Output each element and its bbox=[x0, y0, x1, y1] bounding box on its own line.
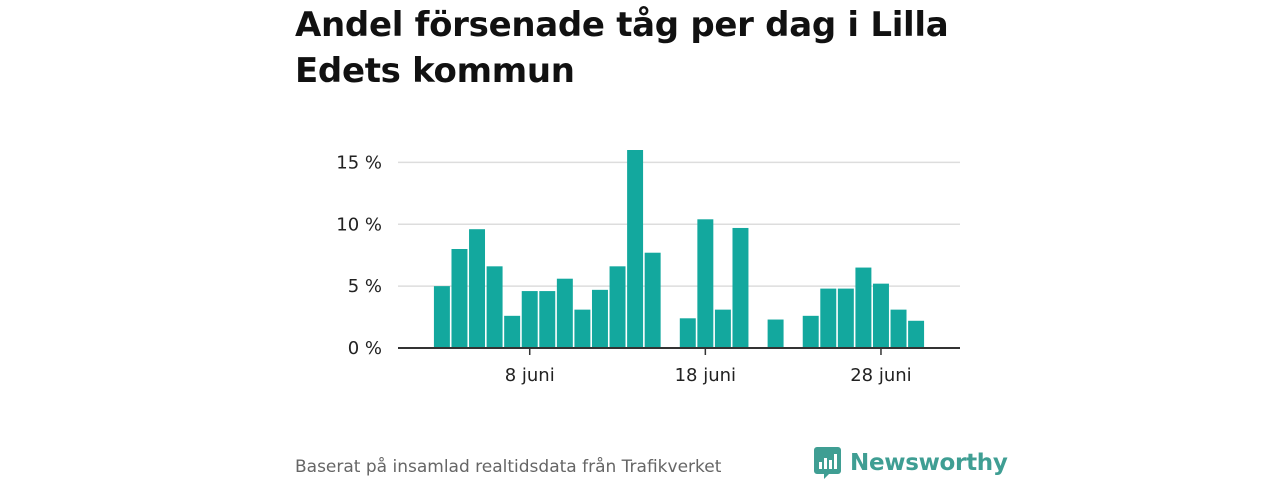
bar-chart: 0 % 5 % 10 % 15 % 8 juni 18 juni 28 juni bbox=[336, 150, 960, 386]
bar-day-29 bbox=[890, 309, 907, 348]
brand-logo[interactable]: Newsworthy bbox=[814, 446, 1008, 480]
bar-day-26 bbox=[837, 288, 854, 348]
bar-day-18 bbox=[697, 219, 714, 348]
bar-day-28 bbox=[872, 283, 889, 348]
bar-day-24 bbox=[802, 315, 819, 348]
bar-day-3 bbox=[433, 286, 450, 348]
y-tick-label: 10 % bbox=[336, 214, 382, 235]
newsworthy-logo-icon bbox=[814, 447, 841, 479]
bar-day-30 bbox=[908, 320, 925, 348]
y-tick-label: 5 % bbox=[348, 276, 382, 297]
bar-day-17 bbox=[679, 318, 696, 348]
y-tick-label: 0 % bbox=[348, 338, 382, 359]
bar-day-15 bbox=[644, 252, 661, 348]
x-tick-label: 28 juni bbox=[850, 365, 911, 386]
bar-day-7 bbox=[504, 315, 521, 348]
bar-day-12 bbox=[591, 289, 608, 348]
bar-day-14 bbox=[627, 150, 644, 348]
bar-day-22 bbox=[767, 319, 784, 348]
bar-day-10 bbox=[556, 278, 573, 348]
bar-day-25 bbox=[820, 288, 837, 348]
brand-name: Newsworthy bbox=[850, 450, 1008, 476]
x-tick-label: 8 juni bbox=[505, 365, 555, 386]
bar-day-13 bbox=[609, 266, 626, 348]
bar-day-20 bbox=[732, 227, 749, 348]
bar-day-19 bbox=[714, 309, 731, 348]
x-tick-label: 18 juni bbox=[675, 365, 736, 386]
bar-day-6 bbox=[486, 266, 503, 348]
bar-day-9 bbox=[539, 291, 556, 348]
bar-day-8 bbox=[521, 291, 538, 348]
source-note: Baserat på insamlad realtidsdata från Tr… bbox=[295, 457, 722, 477]
bar-day-5 bbox=[469, 229, 486, 348]
bar-day-4 bbox=[451, 249, 468, 348]
chart-title: Andel försenade tåg per dag i Lilla Edet… bbox=[295, 5, 949, 91]
bar-day-27 bbox=[855, 267, 872, 348]
bar-day-11 bbox=[574, 309, 591, 348]
y-tick-label: 15 % bbox=[336, 152, 382, 173]
